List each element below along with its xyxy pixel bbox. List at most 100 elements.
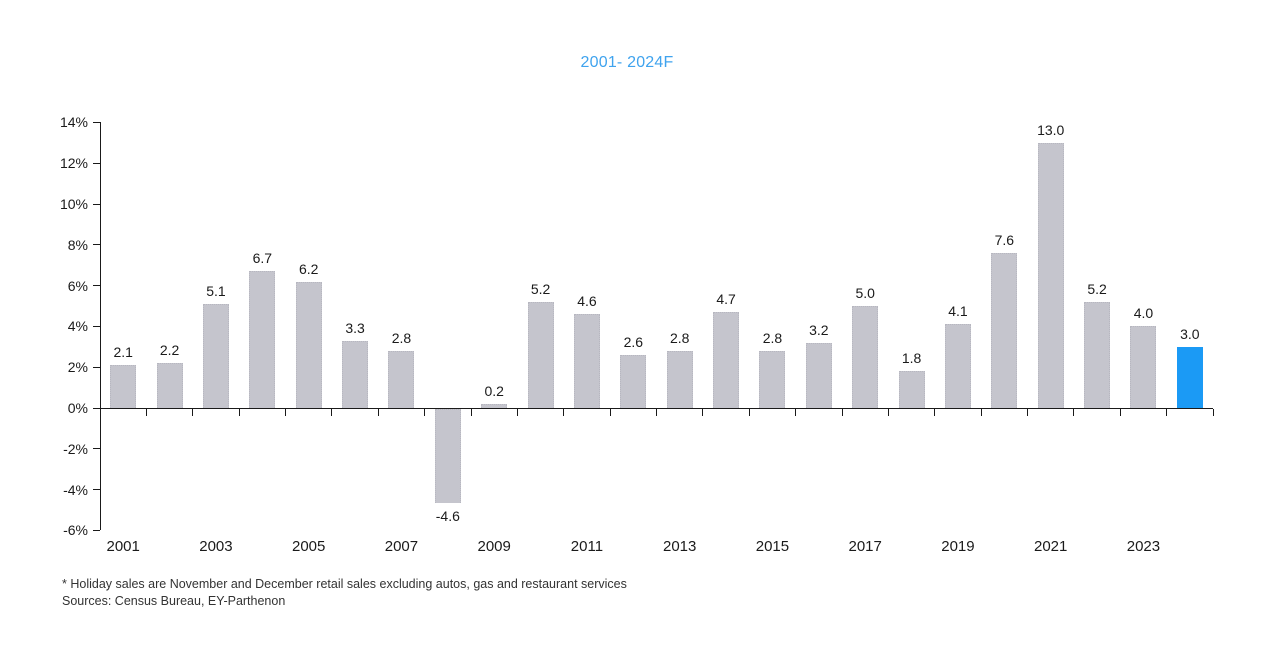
x-axis-label-2011: 2011 xyxy=(570,538,604,555)
bar-value-2014: 4.7 xyxy=(716,291,736,308)
bar-2002 xyxy=(156,363,183,408)
bar-2011 xyxy=(573,314,600,408)
bar-value-2013: 2.8 xyxy=(669,329,690,346)
y-tick xyxy=(93,285,100,287)
bar-2005 xyxy=(295,281,322,408)
bar-2004 xyxy=(249,271,276,408)
bar-2019 xyxy=(944,324,971,408)
y-tick xyxy=(93,529,100,531)
x-tick xyxy=(377,409,379,416)
bar-2024F xyxy=(1176,346,1203,408)
x-tick xyxy=(331,409,333,416)
bar-value-2010: 5.2 xyxy=(530,280,551,297)
x-tick xyxy=(145,409,147,416)
bar-value-2009: 0.2 xyxy=(484,382,504,399)
x-axis-label-2013: 2013 xyxy=(663,538,697,555)
x-tick xyxy=(702,409,704,416)
bar-value-2021: 13.0 xyxy=(1037,121,1065,138)
footnote-definition: * Holiday sales are November and Decembe… xyxy=(62,577,627,591)
bar-2001 xyxy=(110,365,137,408)
x-tick xyxy=(1073,409,1075,416)
bar-2006 xyxy=(342,340,369,408)
bar-value-2001: 2.1 xyxy=(113,344,133,361)
bar-value-2005: 6.2 xyxy=(298,260,319,277)
bar-value-2008: -4.6 xyxy=(435,507,460,524)
bar-2012 xyxy=(620,354,647,408)
x-axis-label-2009: 2009 xyxy=(477,538,511,555)
x-tick xyxy=(841,409,843,416)
x-tick xyxy=(470,409,472,416)
y-axis-label: -6% xyxy=(63,522,88,539)
x-tick xyxy=(424,409,426,416)
chart-title: 2001- 2024F xyxy=(580,54,674,71)
bar-value-2016: 3.2 xyxy=(809,321,829,338)
x-tick xyxy=(192,409,194,416)
x-axis-line xyxy=(100,408,1213,409)
bar-2016 xyxy=(805,342,832,408)
footnote-sources: Sources: Census Bureau, EY-Parthenon xyxy=(62,594,286,608)
bar-2010 xyxy=(527,301,554,408)
bar-2009 xyxy=(481,403,508,408)
bar-2023 xyxy=(1130,326,1157,408)
y-axis-label: 10% xyxy=(59,196,88,212)
y-tick xyxy=(93,366,100,368)
x-tick xyxy=(238,409,240,416)
x-axis-label-2003: 2003 xyxy=(199,538,233,555)
y-tick xyxy=(93,244,100,246)
x-tick xyxy=(656,409,657,416)
bar-2021 xyxy=(1037,142,1064,408)
x-axis-label-2023: 2023 xyxy=(1126,538,1161,555)
x-tick xyxy=(563,409,565,416)
bar-value-2019: 4.1 xyxy=(948,303,968,320)
bar-value-2024F: 3.0 xyxy=(1180,325,1200,342)
bar-value-2017: 5.0 xyxy=(855,285,875,301)
bar-value-2018: 1.8 xyxy=(901,350,922,367)
x-tick xyxy=(1027,409,1028,416)
x-tick xyxy=(516,409,518,416)
bar-value-2007: 2.8 xyxy=(391,329,412,346)
x-tick xyxy=(795,409,797,416)
x-tick xyxy=(1166,409,1168,416)
y-axis-line xyxy=(99,122,101,531)
y-tick xyxy=(93,325,100,327)
bar-value-2020: 7.6 xyxy=(994,231,1015,248)
y-axis-label: 8% xyxy=(67,236,88,253)
y-axis-label: -2% xyxy=(63,440,88,457)
y-tick xyxy=(93,203,100,205)
bar-value-2022: 5.2 xyxy=(1087,280,1107,297)
x-tick xyxy=(934,409,936,416)
bar-2022 xyxy=(1084,301,1111,408)
y-axis-label: 14% xyxy=(59,114,88,131)
x-axis-label-2007: 2007 xyxy=(384,538,419,555)
y-axis-label: 6% xyxy=(67,277,88,294)
y-axis-label: 4% xyxy=(67,318,88,335)
x-tick xyxy=(609,409,611,416)
x-axis-label-2017: 2017 xyxy=(848,538,882,555)
y-tick xyxy=(93,162,100,164)
x-axis-label-2021: 2021 xyxy=(1034,538,1068,555)
y-tick xyxy=(93,121,100,123)
footnotes: * Holiday sales are November and Decembe… xyxy=(62,576,627,610)
x-axis-label-2005: 2005 xyxy=(292,538,326,555)
bar-2018 xyxy=(898,371,925,408)
x-tick xyxy=(748,409,750,416)
x-tick xyxy=(285,409,286,416)
bar-2008 xyxy=(434,409,461,503)
x-tick xyxy=(1212,409,1214,416)
x-axis-label-2015: 2015 xyxy=(755,538,790,555)
y-tick xyxy=(93,448,100,450)
bar-2013 xyxy=(666,350,693,408)
y-axis-label: -4% xyxy=(63,481,88,498)
y-axis-label: 0% xyxy=(67,400,88,416)
bar-value-2004: 6.7 xyxy=(252,250,273,267)
bar-2017 xyxy=(852,306,879,408)
bar-value-2002: 2.2 xyxy=(159,342,180,359)
bar-2007 xyxy=(388,350,415,408)
bar-value-2006: 3.3 xyxy=(345,319,365,336)
y-axis-label: 2% xyxy=(67,359,88,376)
y-axis-label: 12% xyxy=(59,155,88,172)
bar-2020 xyxy=(991,252,1018,408)
bar-value-2011: 4.6 xyxy=(577,293,597,310)
